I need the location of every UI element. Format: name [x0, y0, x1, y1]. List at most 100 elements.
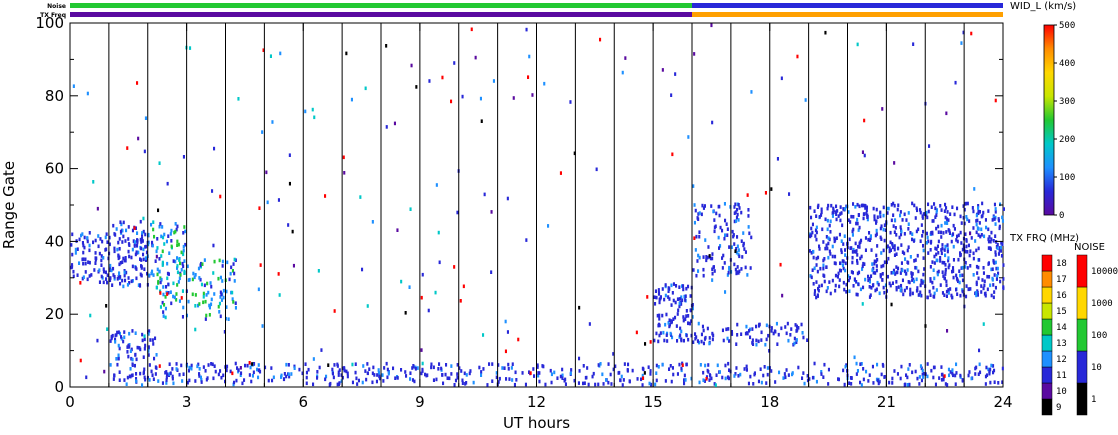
data-cell [109, 339, 112, 343]
data-cell [749, 374, 752, 379]
data-cell [996, 242, 999, 247]
data-cell [945, 111, 948, 116]
data-cell [968, 370, 971, 374]
data-cell [960, 241, 963, 245]
data-cell [931, 231, 934, 236]
data-cell [999, 249, 1002, 253]
data-cell [208, 305, 211, 310]
data-cell [825, 265, 828, 269]
data-cell [182, 244, 185, 249]
data-cell [94, 251, 97, 255]
data-cell [139, 219, 142, 224]
data-cell [711, 278, 714, 282]
data-cell [900, 283, 903, 288]
data-cell [504, 349, 507, 354]
data-cell [88, 248, 91, 253]
freq-strip-label: TX Freq [40, 12, 66, 19]
data-cell [980, 290, 983, 294]
data-cell [123, 378, 126, 382]
data-cell [200, 282, 203, 287]
data-cell [994, 98, 997, 103]
data-cell [747, 225, 750, 229]
data-cell [776, 157, 779, 161]
data-cell [874, 271, 877, 275]
data-cell [837, 377, 840, 381]
data-cell [137, 250, 140, 255]
data-cell [331, 371, 334, 376]
data-cell [815, 280, 818, 284]
data-cell [655, 295, 658, 300]
data-cell [618, 370, 621, 375]
data-cell [992, 260, 995, 264]
data-cell [409, 207, 412, 211]
data-cell [961, 378, 964, 382]
data-cell [758, 322, 761, 327]
data-cell [305, 370, 308, 375]
data-cell [943, 374, 946, 378]
data-cell [158, 224, 161, 229]
data-cell [198, 302, 201, 306]
data-cell [968, 219, 971, 223]
data-cell [743, 367, 746, 371]
data-cell [305, 375, 308, 380]
data-cell [974, 372, 977, 376]
data-cell [916, 253, 919, 258]
data-cell [316, 376, 319, 380]
data-cell [920, 378, 923, 383]
data-cell [156, 237, 159, 241]
data-cell [862, 377, 865, 382]
data-cell [988, 369, 991, 374]
data-cell [171, 376, 174, 381]
data-cell [922, 212, 925, 216]
data-cell [420, 371, 423, 376]
data-cell [873, 214, 876, 218]
data-cell [929, 248, 932, 252]
data-cell [668, 287, 671, 291]
data-cell [155, 353, 158, 357]
data-cell [947, 291, 950, 295]
data-cell [740, 239, 743, 243]
data-cell [728, 339, 731, 343]
data-cell [976, 218, 979, 223]
freq-colorbar-cell [1041, 398, 1053, 416]
data-cell [338, 368, 341, 372]
data-cell [507, 362, 510, 367]
data-cell [864, 277, 867, 282]
data-cell [474, 55, 477, 60]
data-cell [944, 267, 947, 272]
data-cell [135, 357, 138, 362]
data-cell [937, 251, 940, 255]
data-cell [117, 343, 120, 348]
data-cell [271, 120, 274, 124]
data-cell [504, 319, 507, 324]
data-cell [196, 364, 199, 369]
data-cell [151, 338, 154, 342]
data-cell [932, 375, 935, 380]
data-cell [506, 196, 509, 201]
data-cell [735, 342, 738, 346]
data-cell [368, 367, 371, 371]
data-cell [653, 338, 656, 343]
data-cell [878, 379, 881, 384]
data-cell [948, 263, 951, 267]
data-cell [993, 290, 996, 294]
data-cell [162, 285, 165, 289]
data-cell [98, 268, 101, 272]
data-cell [869, 238, 872, 242]
data-cell [899, 210, 902, 214]
data-cell [393, 121, 396, 126]
data-cell [671, 152, 674, 157]
data-cell [995, 277, 998, 281]
noise-colorbar-cell [1076, 382, 1088, 416]
data-cell [79, 358, 82, 363]
noise-strip-label: Noise [47, 3, 66, 10]
data-cell [946, 243, 949, 247]
data-cell [183, 271, 186, 275]
data-cell [177, 242, 180, 247]
data-cell [111, 333, 114, 338]
data-cell [427, 308, 430, 313]
data-cell [126, 146, 129, 150]
data-cell [870, 248, 873, 252]
data-cell [888, 246, 891, 250]
data-cell [867, 274, 870, 279]
